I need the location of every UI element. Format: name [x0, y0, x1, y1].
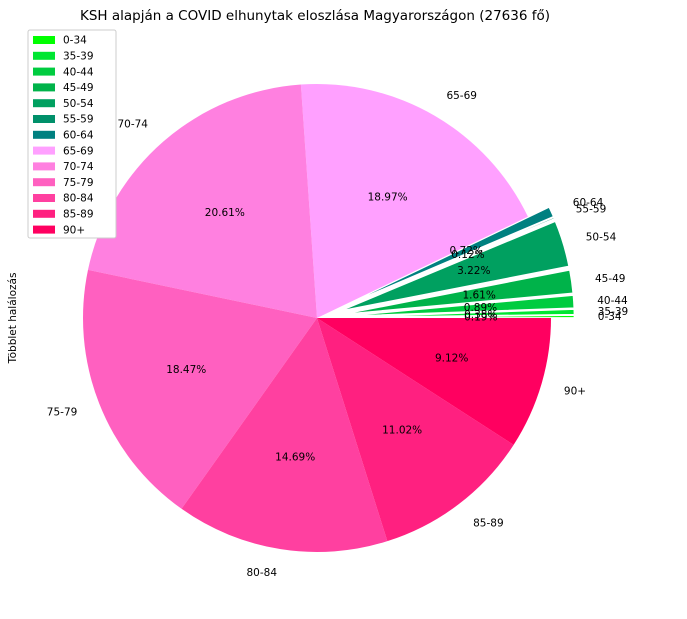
- legend-label-85-89: 85-89: [63, 208, 94, 220]
- pct-label-35-39: 0.38%: [464, 309, 497, 321]
- pie-slice-40-44: [340, 294, 575, 318]
- pct-label-90plus: 9.12%: [435, 352, 468, 364]
- legend-label-70-74: 70-74: [63, 161, 94, 173]
- legend-swatch-50-54: [33, 99, 55, 108]
- legend-label-35-39: 35-39: [63, 50, 94, 62]
- pct-label-45-49: 1.61%: [462, 289, 495, 301]
- pct-label-40-44: 0.89%: [464, 302, 497, 314]
- pie-slice-65-69: [300, 83, 528, 318]
- chart-title: KSH alapján a COVID elhunytak eloszlása …: [80, 8, 550, 24]
- legend-swatch-60-64: [33, 130, 55, 139]
- pct-label-70-74: 20.61%: [205, 207, 245, 219]
- legend-swatch-80-84: [33, 194, 55, 202]
- pie-slice-90plus: [317, 318, 551, 445]
- legend-label-75-79: 75-79: [63, 177, 94, 189]
- slice-label-75-79: 75-79: [47, 407, 78, 419]
- legend-label-55-59: 55-59: [63, 114, 94, 126]
- legend-swatch-65-69: [33, 146, 55, 155]
- slice-label-85-89: 85-89: [473, 517, 504, 529]
- slice-label-55-59: 55-59: [576, 204, 607, 216]
- pct-label-80-84: 14.69%: [275, 451, 315, 463]
- pie-slice-70-74: [87, 84, 318, 318]
- pct-label-55-59: 0.12%: [451, 249, 484, 261]
- legend-swatch-90plus: [33, 225, 55, 234]
- legend-label-80-84: 80-84: [63, 193, 94, 205]
- pie-slice-45-49: [340, 268, 574, 316]
- legend-swatch-55-59: [33, 115, 55, 123]
- pie-slice-85-89: [317, 318, 514, 542]
- pct-label-60-64: 0.72%: [450, 245, 483, 257]
- pct-label-75-79: 18.47%: [166, 364, 206, 376]
- pie-slice-50-54: [339, 220, 570, 312]
- legend: 0-34 35-39 40-44 45-49 50-54 55-59 60-64 65-69 7…: [27, 29, 117, 239]
- legend-label-0-34: 0-34: [63, 35, 87, 47]
- slice-label-80-84: 80-84: [247, 567, 278, 579]
- legend-swatch-0-34: [33, 36, 55, 44]
- pie-slice-60-64: [337, 205, 555, 310]
- slice-label-0-34: 0-34: [598, 311, 622, 323]
- legend-label-40-44: 40-44: [63, 66, 94, 78]
- legend-swatch-85-89: [33, 209, 55, 218]
- slice-label-40-44: 40-44: [597, 295, 628, 307]
- legend-label-90plus: 90+: [63, 224, 85, 236]
- pie-slices: [82, 83, 576, 552]
- slice-label-50-54: 50-54: [586, 231, 617, 243]
- pct-label-0-34: 0.19%: [464, 312, 497, 324]
- pct-label-85-89: 11.02%: [382, 424, 422, 436]
- pct-label-65-69: 18.97%: [368, 191, 408, 203]
- legend-swatch-40-44: [33, 67, 55, 76]
- legend-swatch-45-49: [33, 83, 55, 92]
- percent-labels: 0.19%0.38%0.89%1.61% 3.22% 0.12%0.72% 18.97…: [166, 191, 497, 463]
- legend-label-65-69: 65-69: [63, 145, 94, 157]
- pie-slice-35-39: [340, 308, 576, 319]
- slice-label-35-39: 35-39: [598, 306, 629, 318]
- slice-label-60-64: 60-64: [573, 197, 604, 209]
- pie-slice-75-79: [82, 269, 317, 509]
- legend-swatch-35-39: [33, 51, 55, 60]
- slice-label-45-49: 45-49: [595, 273, 626, 285]
- slice-labels: 0-3435-3940-4445-4950-5455-5960-6465-697…: [47, 90, 628, 579]
- slice-label-65-69: 65-69: [446, 90, 477, 102]
- legend-label-60-64: 60-64: [63, 129, 94, 141]
- pie-slice-80-84: [181, 318, 388, 552]
- legend-label-45-49: 45-49: [63, 82, 94, 94]
- legend-swatch-75-79: [33, 178, 55, 187]
- slice-label-70-74: 70-74: [117, 119, 148, 131]
- slice-label-90plus: 90+: [564, 385, 586, 397]
- y-axis-label: Többlet halálozás: [7, 273, 19, 365]
- legend-swatch-70-74: [33, 162, 55, 171]
- pct-label-50-54: 3.22%: [457, 265, 490, 277]
- legend-label-50-54: 50-54: [63, 98, 94, 110]
